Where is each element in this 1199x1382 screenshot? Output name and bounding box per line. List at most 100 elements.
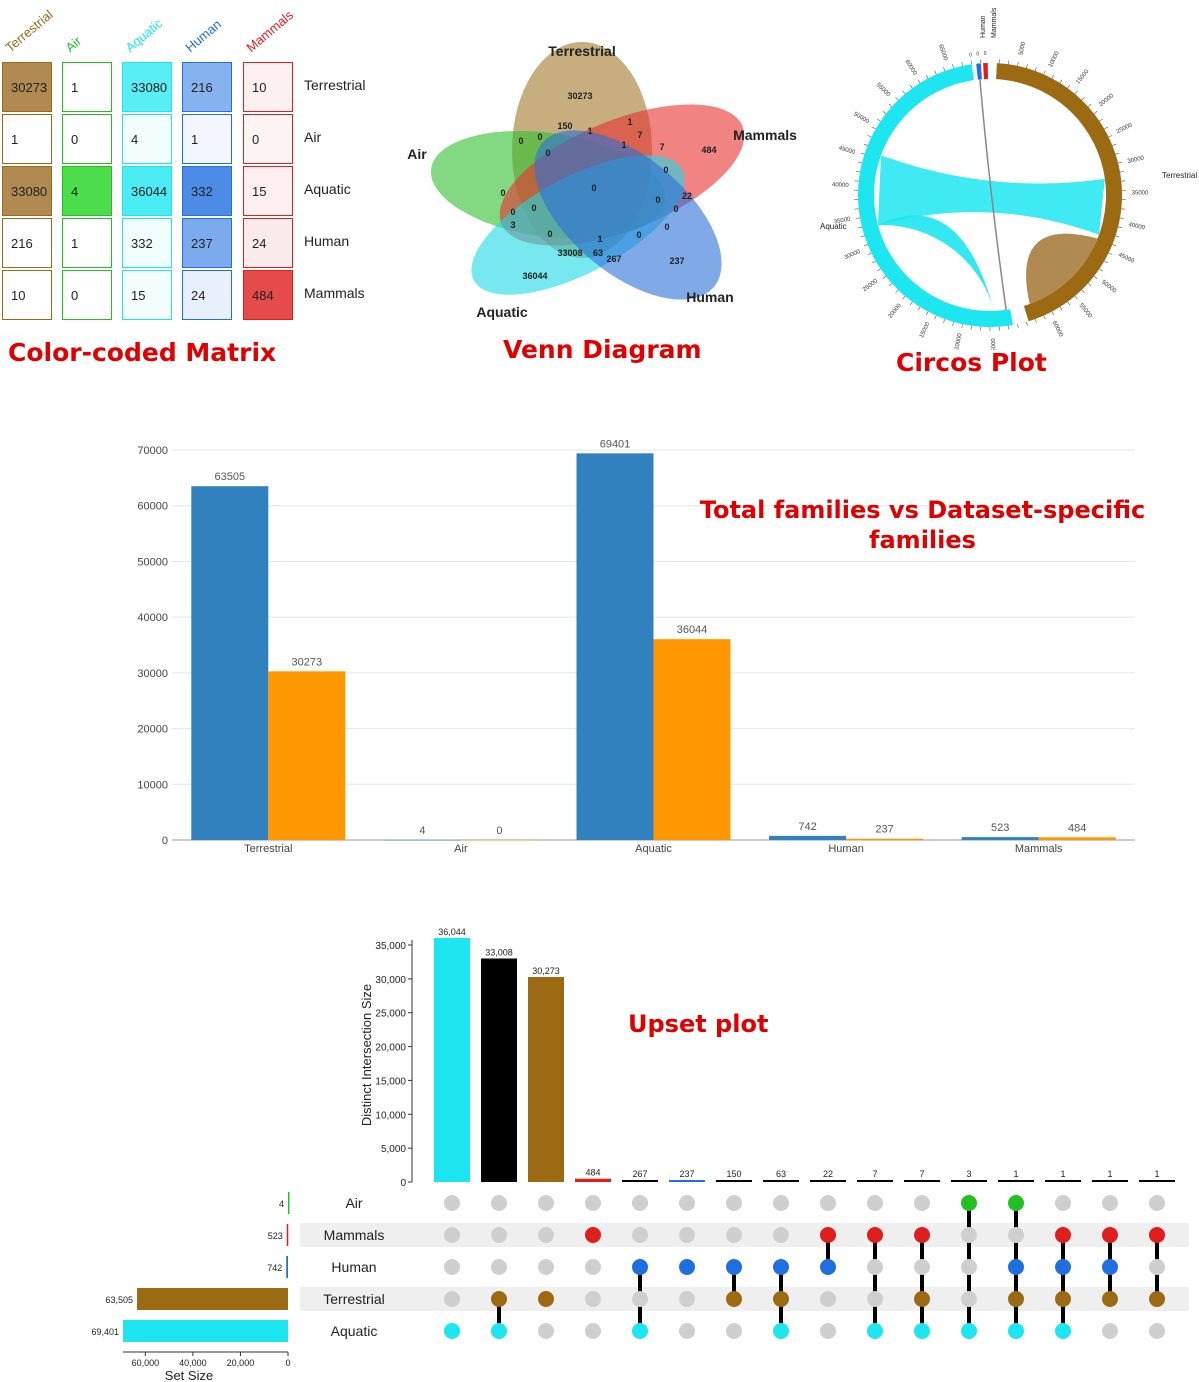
upset-bar-label: 7 (919, 1169, 924, 1179)
circos-tick (888, 283, 893, 287)
upset-dot (773, 1195, 789, 1211)
circos-tick (1119, 217, 1124, 219)
bar-y-tick-label: 0 (162, 835, 168, 847)
matrix-col-header: Aquatic (122, 15, 166, 55)
circos-tick (943, 318, 946, 323)
circos-tick (860, 152, 865, 155)
bar (576, 453, 654, 840)
circos-tick-label: 10000 (954, 332, 963, 350)
upset-dot (1102, 1259, 1118, 1275)
bar-chart: 0 10000 20000 30000 40000 50000 60000 70000 6350… (137, 438, 1135, 855)
matrix-col-header: Terrestrial (2, 6, 56, 56)
venn-region-value: 7 (659, 142, 664, 152)
upset-dot (679, 1259, 695, 1275)
bar-data-label: 63505 (215, 471, 246, 483)
circos-tick (1118, 226, 1123, 229)
circos-tick (1115, 152, 1120, 155)
matrix-title: Color-coded Matrix (8, 338, 277, 367)
upset-intersection-bar (481, 958, 517, 1182)
circos-tick (1115, 235, 1120, 238)
circos-plot: 5000100001500020000250003000035000400004… (820, 7, 1197, 350)
upset-dot (914, 1259, 930, 1275)
bar-y-tick-label: 20000 (137, 724, 168, 736)
upset-set-size-tick-label: 40,000 (179, 1358, 207, 1368)
upset-intersection-bar (810, 1180, 846, 1182)
upset-dot (1102, 1227, 1118, 1243)
circos-tick-label: 50000 (1100, 279, 1117, 294)
upset-dot (820, 1195, 836, 1211)
bar-data-label: 4 (419, 825, 425, 837)
upset-set-size-label: 69,401 (91, 1327, 119, 1337)
circos-tick (961, 61, 963, 66)
matrix-cell: 4 (62, 166, 112, 216)
upset-set-label: Mammals (324, 1227, 385, 1243)
upset-set-size-bar (137, 1288, 288, 1310)
circos-tick (970, 325, 972, 330)
venn-region-value: 0 (537, 132, 542, 142)
venn-region-value: 0 (663, 165, 668, 175)
upset-dot (961, 1323, 977, 1339)
upset-dot (1149, 1259, 1165, 1275)
circos-chord-human-aquatic (979, 79, 1007, 310)
upset-set-label: Terrestrial (323, 1291, 384, 1307)
circos-label-human: Human (980, 15, 987, 38)
circos-tick (882, 276, 887, 279)
upset-dot (961, 1259, 977, 1275)
circos-tick-label: 50000 (852, 111, 870, 125)
upset-dot (1008, 1227, 1024, 1243)
upset-dot (632, 1323, 648, 1339)
upset-dot (679, 1323, 695, 1339)
venn-region-value: 7 (637, 130, 642, 140)
upset-dot (679, 1227, 695, 1243)
venn-region-value: 1 (627, 117, 632, 127)
circos-tick-label: 40000 (1128, 222, 1146, 232)
circos-tick (1059, 306, 1063, 311)
upset-intersection-bar (857, 1180, 893, 1182)
venn-region-value: 0 (636, 230, 641, 240)
venn-region-value: 0 (673, 204, 678, 214)
matrix-cell: 33080 (2, 166, 52, 216)
upset-dot (632, 1259, 648, 1275)
venn-region-value: 0 (547, 229, 552, 239)
upset-plot: 0 5,000 10,000 15,000 20,000 25,000 30,000 35,0… (91, 927, 1189, 1380)
matrix-cell: 36044 (122, 166, 172, 216)
upset-intersection-bar (763, 1180, 799, 1182)
upset-dot (1149, 1227, 1165, 1243)
bar-y-tick-label: 10000 (137, 779, 168, 791)
circos-tick (917, 79, 921, 84)
matrix-cell: 15 (243, 166, 293, 216)
upset-dot (679, 1291, 695, 1307)
upset-set-size-bar (123, 1320, 288, 1342)
bar-y-tick-label: 40000 (137, 612, 168, 624)
bar-chart-title: Total families vs Dataset-specific famil… (699, 496, 1146, 554)
upset-dot (1102, 1195, 1118, 1211)
circos-tick (1043, 315, 1046, 320)
circos-tick (952, 64, 954, 69)
circos-tick (1008, 60, 1010, 65)
bar-x-tick-label: Air (454, 843, 468, 855)
circos-tick-label: 60000 (903, 59, 917, 77)
matrix-cell: 237 (182, 218, 232, 268)
circos-tick (872, 126, 876, 130)
matrix-cell: 1 (62, 62, 112, 112)
upset-dot (1149, 1291, 1165, 1307)
circos-tick (867, 135, 872, 138)
bar (383, 839, 461, 841)
upset-dot (538, 1195, 554, 1211)
matrix-cell: 15 (122, 270, 172, 320)
upset-dot (961, 1227, 977, 1243)
matrix-cell: 33080 (122, 62, 172, 112)
circos-tick-label: 30000 (1127, 155, 1145, 165)
matrix-cell: 216 (2, 218, 52, 268)
upset-dot (1055, 1195, 1071, 1211)
circos-tick (952, 321, 954, 326)
circos-tick-label: 55000 (875, 82, 892, 98)
venn-region-value: 1 (587, 126, 592, 136)
upset-bar-label: 1 (1107, 1169, 1112, 1179)
upset-dot (679, 1195, 695, 1211)
upset-dot (1102, 1323, 1118, 1339)
circos-tick (902, 295, 906, 300)
circos-tick (934, 315, 937, 320)
venn-region-value: 22 (682, 191, 692, 201)
upset-set-label: Aquatic (331, 1323, 378, 1339)
